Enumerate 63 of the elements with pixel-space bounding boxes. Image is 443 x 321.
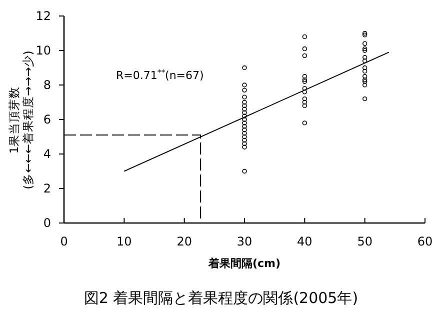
y-tick-label: 12 [36, 8, 51, 23]
y-tick-label: 10 [36, 43, 51, 58]
point [242, 128, 247, 132]
point [242, 94, 247, 100]
x-tick-label: 10 [116, 234, 132, 249]
point [302, 53, 308, 58]
point [242, 103, 247, 108]
x-tick-label: 30 [236, 234, 252, 249]
point [302, 46, 308, 52]
y-tick-label: 6 [43, 112, 51, 126]
x-axis-title: 着果間隔(cm) [207, 257, 281, 270]
point [242, 141, 247, 146]
point [302, 34, 308, 40]
point [242, 88, 247, 93]
point [302, 79, 308, 84]
y-tick-label: 2 [43, 181, 51, 196]
point [362, 77, 368, 82]
point [362, 55, 368, 60]
point [242, 117, 247, 122]
point [302, 86, 308, 91]
point [242, 110, 247, 115]
point [362, 65, 368, 70]
point [302, 100, 308, 105]
y-tick-label: 0 [43, 216, 51, 230]
point [242, 134, 247, 140]
point [362, 58, 368, 64]
point [302, 96, 308, 102]
x-tick-label: 20 [176, 234, 192, 249]
point [242, 82, 247, 88]
y-axis-title: 1果当頂芽数 (多←←←着果程度→→→少) [7, 50, 35, 190]
point [242, 114, 247, 118]
point [362, 79, 368, 84]
point [362, 48, 368, 53]
y-tick-label: 4 [43, 146, 51, 161]
point [242, 65, 247, 70]
x-tick-label: 0 [60, 234, 68, 249]
point [302, 90, 308, 94]
point [302, 74, 308, 79]
point [302, 120, 308, 126]
point [242, 144, 247, 150]
point [362, 41, 368, 46]
point [242, 168, 247, 174]
point [302, 103, 308, 108]
point [362, 82, 368, 88]
point [362, 96, 368, 102]
point [362, 74, 368, 79]
x-tick-label: 60 [417, 234, 433, 249]
point [242, 124, 247, 129]
annotation: R=0.71$^{**}$(n=67) [116, 68, 204, 82]
point [242, 120, 247, 126]
point [242, 130, 247, 136]
point [362, 46, 368, 52]
point [242, 138, 247, 143]
point [242, 100, 247, 105]
x-tick-label: 50 [357, 234, 372, 249]
text: 図2 着果間隔と着果程度の関係(2005年) [84, 289, 358, 307]
point [302, 77, 308, 82]
point [242, 106, 247, 112]
point [362, 32, 368, 38]
y-tick-label: 8 [43, 78, 51, 92]
x-tick-label: 40 [297, 234, 312, 249]
point [362, 68, 368, 74]
point [362, 30, 368, 36]
